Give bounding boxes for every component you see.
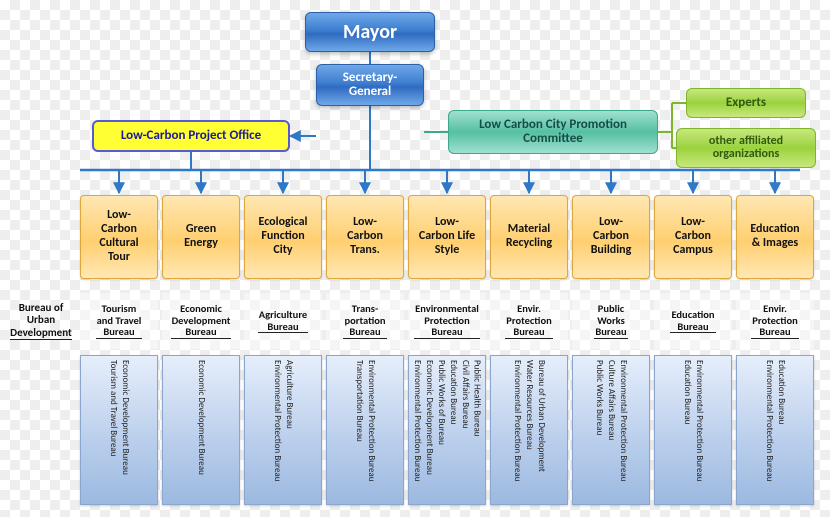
head-4: Environmental Protection Bureau (408, 293, 486, 349)
detail-item: Culture Affairs Bureau (606, 360, 616, 440)
detail-6: Public Works BureauCulture Affairs Burea… (572, 355, 650, 505)
detail-item: Public Health Bureau (472, 360, 482, 436)
detail-item: Economic Development Bureau (424, 360, 434, 475)
cat-7: Low- Carbon Campus (654, 195, 732, 279)
detail-2: Environmental Protection BureauAgricultu… (244, 355, 322, 505)
cat-5: Material Recycling (490, 195, 568, 279)
detail-item: Economic Development Bureau (196, 360, 206, 475)
head-3: Trans- portation Bureau (326, 293, 404, 349)
detail-item: Tourism and Travel Bureau (108, 360, 118, 456)
bureau-head-row: Tourism and Travel Bureau Economic Devel… (80, 293, 814, 349)
detail-3: Transportation BureauEnvironmental Prote… (326, 355, 404, 505)
cat-1: Green Energy (162, 195, 240, 279)
head-8: Envir. Protection Bureau (736, 293, 814, 349)
cat-4: Low- Carbon Life Style (408, 195, 486, 279)
detail-0: Tourism and Travel BureauEconomic Develo… (80, 355, 158, 505)
cat-3: Low- Carbon Trans. (326, 195, 404, 279)
mayor-node: Mayor (305, 12, 435, 52)
detail-item: Transportation Bureau (354, 360, 364, 442)
detail-item: Public Works Bureau (594, 360, 604, 435)
detail-5: Environmental Protection BureauWater Res… (490, 355, 568, 505)
head-0: Tourism and Travel Bureau (80, 293, 158, 349)
detail-item: Water Resources Bureau (524, 360, 534, 450)
category-row: Low- Carbon Cultural Tour Green Energy E… (80, 195, 814, 279)
head-7: Education Bureau (654, 293, 732, 349)
head-1: Economic Development Bureau (162, 293, 240, 349)
detail-item: Environmental Protection Bureau (694, 360, 704, 481)
detail-item: Environmental Protection Bureau (512, 360, 522, 481)
detail-item: Education Bureau (776, 360, 786, 424)
detail-item: Environmental Protection Bureau (366, 360, 376, 481)
cat-6: Low- Carbon Building (572, 195, 650, 279)
firstcol-label: Bureau of Urban Development (6, 293, 76, 349)
detail-item: Economic Development Bureau (120, 360, 130, 475)
detail-7: Education BureauEnvironmental Protection… (654, 355, 732, 505)
detail-item: Bureau of Urban Development (536, 360, 546, 472)
secgen-node: Secretary- General (316, 64, 424, 106)
detail-item: Environmental Protection Bureau (272, 360, 282, 481)
detail-item: Environmental Protection Bureau (412, 360, 422, 481)
detail-4: Environmental Protection BureauEconomic … (408, 355, 486, 505)
detail-item: Civil Affairs Bureau (460, 360, 470, 428)
detail-item: Education Bureau (682, 360, 692, 424)
otheraff-node: other affiliated organizations (676, 128, 816, 168)
head-2: Agriculture Bureau (244, 293, 322, 349)
project-office-node: Low-Carbon Project Office (92, 120, 290, 152)
cat-2: Ecological Function City (244, 195, 322, 279)
detail-item: Environmental Protection Bureau (764, 360, 774, 481)
head-6: Public Works Bureau (572, 293, 650, 349)
detail-item: Agriculture Bureau (284, 360, 294, 429)
detail-row: Tourism and Travel BureauEconomic Develo… (80, 355, 814, 505)
detail-1: Economic Development Bureau (162, 355, 240, 505)
committee-node: Low Carbon City Promotion Committee (448, 110, 658, 154)
detail-item: Environmental Protection Bureau (618, 360, 628, 481)
cat-0: Low- Carbon Cultural Tour (80, 195, 158, 279)
detail-item: Education Bureau (448, 360, 458, 424)
detail-8: Environmental Protection BureauEducation… (736, 355, 814, 505)
detail-item: Public Works of Bureau (436, 360, 446, 445)
experts-node: Experts (686, 88, 806, 118)
head-5: Envir. Protection Bureau (490, 293, 568, 349)
cat-8: Education & Images (736, 195, 814, 279)
